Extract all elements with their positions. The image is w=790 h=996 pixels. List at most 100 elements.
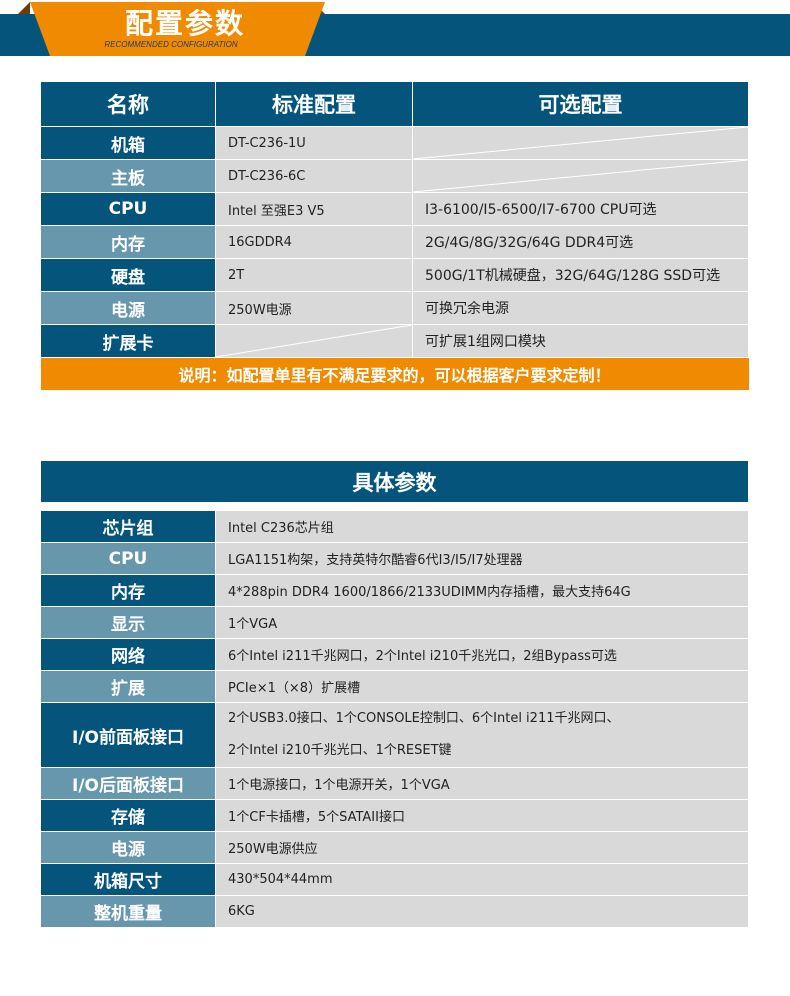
spec-value: 2个USB3.0接口、1个CONSOLE控制口、6个Intel i211千兆网口… [228,711,620,726]
config-row-name: CPU [40,192,216,226]
spec-row-name: 存储 [40,799,216,832]
config-row: 机箱 DT-C236-1U [40,126,749,160]
spec-row: 整机重量 6KG [40,895,749,928]
config-row-standard: DT-C236-6C [215,159,413,193]
spec-row-value: PCIe×1（×8）扩展槽 [215,670,749,703]
config-row-optional: 500G/1T机械硬盘，32G/64G/128G SSD可选 [412,258,749,292]
config-row: 硬盘 2T 500G/1T机械硬盘，32G/64G/128G SSD可选 [40,258,749,292]
optional-value: I3-6100/I5-6500/I7-6700 CPU可选 [425,202,657,218]
note-row: 说明：如配置单里有不满足要求的，可以根据客户要求定制！ [40,357,749,390]
spec-value: 1个电源接口，1个电源开关，1个VGA [228,778,450,793]
spec-row-value: 4*288pin DDR4 1600/1866/2133UDIMM内存插槽，最大… [215,574,749,607]
optional-value: 500G/1T机械硬盘，32G/64G/128G SSD可选 [425,268,721,284]
spec-row: 存储 1个CF卡插槽，5个SATAII接口 [40,799,749,832]
config-row-name: 机箱 [40,126,216,160]
spec-row-value: 6个Intel i211千兆网口，2个Intel i210千兆光口，2组Bypa… [215,638,749,671]
spec-row-name: 芯片组 [40,510,216,543]
spec-value: 430*504*44mm [228,872,333,887]
spec-value: 6KG [228,904,255,919]
spec-row: 网络 6个Intel i211千兆网口，2个Intel i210千兆光口，2组B… [40,638,749,671]
config-row: 电源 250W电源 可换冗余电源 [40,291,749,325]
spec-row: 显示 1个VGA [40,606,749,639]
spec-row-name: 机箱尺寸 [40,863,216,896]
banner-subtitle: RECOMMENDED CONFIGURATION [104,40,238,49]
config-row-name: 内存 [40,225,216,259]
spec-row: 扩展 PCIe×1（×8）扩展槽 [40,670,749,703]
standard-value: 2T [228,267,245,283]
config-row-name: 扩展卡 [40,324,216,358]
banner-ribbon [18,2,325,56]
config-row-optional: 可扩展1组网口模块 [412,324,749,358]
spec-value: 1个CF卡插槽，5个SATAII接口 [228,810,405,825]
spec-row-value: 430*504*44mm [215,863,749,896]
spec-row-value: 1个CF卡插槽，5个SATAII接口 [215,799,749,832]
optional-value: 可换冗余电源 [425,301,509,317]
config-row-standard: 250W电源 [215,291,413,325]
spec-row: I/O后面板接口 1个电源接口，1个电源开关，1个VGA [40,767,749,800]
spec-row-name: 电源 [40,831,216,864]
spec-row-name: 显示 [40,606,216,639]
standard-value: 250W电源 [228,302,292,318]
spec-value: PCIe×1（×8）扩展槽 [228,681,361,696]
config-row-name: 硬盘 [40,258,216,292]
empty-cell-diagonal [216,325,412,357]
spec-row: 芯片组 Intel C236芯片组 [40,510,749,543]
note-text: 说明：如配置单里有不满足要求的，可以根据客户要求定制！ [40,357,749,390]
spec-row-value: 2个USB3.0接口、1个CONSOLE控制口、6个Intel i211千兆网口… [215,702,749,768]
spec-value: 250W电源供应 [228,842,318,857]
spec-value: LGA1151构架，支持英特尔酷睿6代I3/I5/I7处理器 [228,553,523,568]
spec-title: 具体参数 [40,460,749,503]
standard-value: DT-C236-1U [228,135,306,151]
spec-row-value: 1个VGA [215,606,749,639]
config-row: 内存 16GDDR4 2G/4G/8G/32G/64G DDR4可选 [40,225,749,259]
optional-value: 可扩展1组网口模块 [425,334,546,350]
spec-row: 机箱尺寸 430*504*44mm [40,863,749,896]
spec-row-value: LGA1151构架，支持英特尔酷睿6代I3/I5/I7处理器 [215,542,749,575]
spec-table: 具体参数 芯片组 Intel C236芯片组 CPU LGA1151构架，支持英特… [40,460,749,928]
config-row-name: 电源 [40,291,216,325]
spec-value: 6个Intel i211千兆网口，2个Intel i210千兆光口，2组Bypa… [228,649,617,664]
config-row-standard [215,324,413,358]
header-name: 名称 [40,81,216,127]
config-row-standard: Intel 至强E3 V5 [215,192,413,226]
config-row-name: 主板 [40,159,216,193]
spec-row-name: 网络 [40,638,216,671]
config-row: 扩展卡 可扩展1组网口模块 [40,324,749,358]
spec-row: CPU LGA1151构架，支持英特尔酷睿6代I3/I5/I7处理器 [40,542,749,575]
empty-cell-diagonal [413,160,748,192]
spec-value: 1个VGA [228,617,278,632]
header-optional: 可选配置 [412,81,749,127]
config-table: 名称 标准配置 可选配置 机箱 DT-C236-1U 主板 DT-C236-6C… [40,81,749,390]
banner-title: 配置参数 [124,7,245,40]
config-row-standard: 16GDDR4 [215,225,413,259]
standard-value: Intel 至强E3 V5 [228,203,325,219]
config-row-optional: 2G/4G/8G/32G/64G DDR4可选 [412,225,749,259]
empty-cell-diagonal [413,127,748,159]
spec-value: 4*288pin DDR4 1600/1866/2133UDIMM内存插槽，最大… [228,585,631,600]
config-row-standard: DT-C236-1U [215,126,413,160]
config-row-optional: I3-6100/I5-6500/I7-6700 CPU可选 [412,192,749,226]
header-standard: 标准配置 [215,81,413,127]
standard-value: 16GDDR4 [228,234,292,250]
spec-header-row: 具体参数 [40,460,749,503]
config-row-optional: 可换冗余电源 [412,291,749,325]
spec-row-name: 扩展 [40,670,216,703]
config-header-row: 名称 标准配置 可选配置 [40,81,749,127]
optional-value: 2G/4G/8G/32G/64G DDR4可选 [425,235,634,251]
spec-row: 电源 250W电源供应 [40,831,749,864]
spec-row-value: 6KG [215,895,749,928]
spec-value: Intel C236芯片组 [228,521,334,536]
spec-row-value: 1个电源接口，1个电源开关，1个VGA [215,767,749,800]
spec-row-name: 整机重量 [40,895,216,928]
spec-row-name: I/O前面板接口 [40,702,216,768]
config-row: CPU Intel 至强E3 V5 I3-6100/I5-6500/I7-670… [40,192,749,226]
spec-row-value: 250W电源供应 [215,831,749,864]
spec-row-name: 内存 [40,574,216,607]
standard-value: DT-C236-6C [228,168,306,184]
spec-row: I/O前面板接口 2个USB3.0接口、1个CONSOLE控制口、6个Intel… [40,702,749,768]
spec-value-line2: 2个Intel i210千兆光口、1个RESET键 [228,743,452,758]
config-row: 主板 DT-C236-6C [40,159,749,193]
spec-row-name: CPU [40,542,216,575]
config-row-standard: 2T [215,258,413,292]
spec-row-name: I/O后面板接口 [40,767,216,800]
